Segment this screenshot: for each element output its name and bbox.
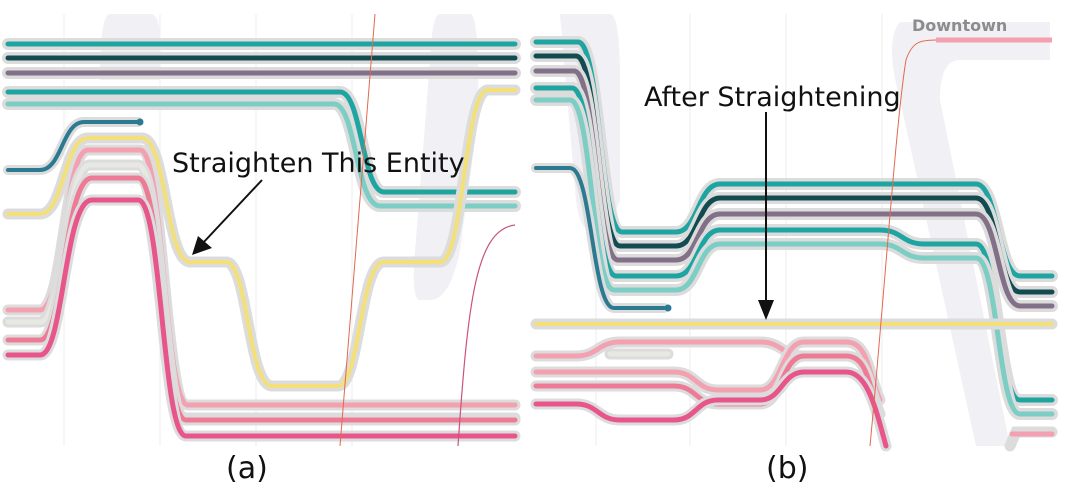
panel-b-pink-group (530, 336, 1058, 452)
panel-a-caption: (a) (226, 451, 268, 486)
panel-b-blue-endpoint (664, 304, 672, 312)
panel-b-annotation-arrow (758, 112, 774, 320)
panel-a-annotation: Straighten This Entity (172, 148, 465, 179)
panel-b-location-region-downtown (892, 22, 1050, 446)
panel-b-location-label: Downtown (912, 16, 1007, 35)
panel-a-blue-line (3, 117, 144, 175)
panel-b-teal-group (530, 36, 1058, 420)
panel-b-blue-line (531, 163, 672, 313)
panel-a-teal-dip (2, 86, 521, 212)
panel-b: Downtown After Straightening (b) (530, 14, 1058, 486)
panel-a: Straighten This Entity (a) (2, 13, 521, 486)
panel-a-blue-endpoint (136, 118, 144, 126)
panel-a-pink-group (2, 144, 521, 442)
panel-a-top-lines (2, 38, 521, 79)
panel-a-location-region (413, 14, 479, 300)
panel-b-caption: (b) (766, 451, 808, 486)
panel-a-annotation-arrow (192, 179, 263, 255)
panel-b-annotation: After Straightening (644, 82, 901, 113)
panel-a-thin-lines (339, 13, 516, 447)
panel-b-thin-lines (869, 37, 1052, 447)
panel-a-yellow-entity (2, 84, 521, 392)
